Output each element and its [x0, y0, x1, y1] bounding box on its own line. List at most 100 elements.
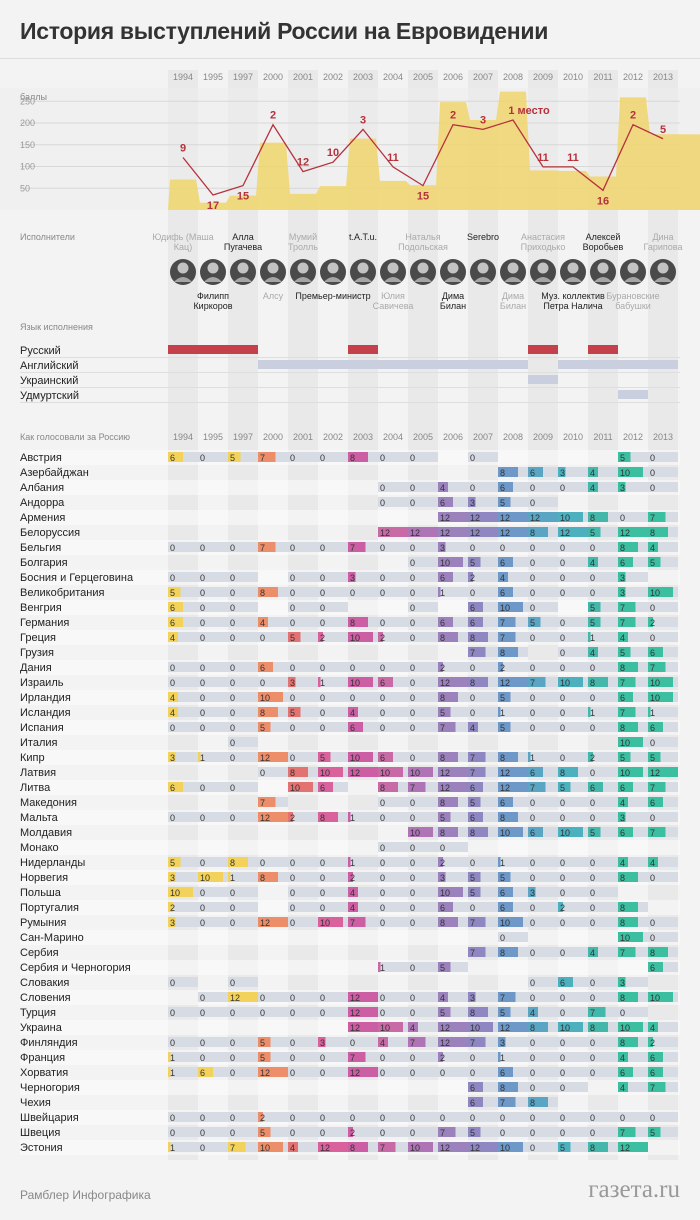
vote-bar	[618, 782, 633, 792]
vote-cell	[558, 707, 588, 717]
vote-value: 0	[650, 933, 655, 943]
vote-value: 1	[500, 858, 505, 868]
vote-cell	[498, 497, 528, 507]
vote-bar	[168, 902, 173, 912]
vote-bar	[498, 872, 511, 882]
vote-value: 0	[230, 603, 235, 613]
vote-value: 1	[380, 963, 385, 973]
vote-bar	[618, 1142, 648, 1152]
vote-cell	[528, 632, 558, 642]
vote-bar	[498, 647, 518, 657]
vote-value: 5	[260, 1038, 265, 1048]
vote-cell	[228, 602, 258, 612]
vote-cell	[378, 1007, 408, 1017]
vote-value: 0	[410, 678, 415, 688]
vote-value: 0	[200, 543, 205, 553]
vote-bar	[528, 827, 543, 837]
vote-value: 5	[470, 873, 475, 883]
vote-cell	[378, 587, 408, 597]
vote-value: 8	[440, 633, 445, 643]
vote-bar	[588, 947, 598, 957]
performer-photo	[440, 259, 466, 285]
vote-value: 8	[620, 993, 625, 1003]
vote-cell	[528, 692, 558, 702]
language-row-rule	[20, 387, 680, 388]
year-label-top: 2007	[473, 72, 493, 82]
vote-value: 0	[530, 633, 535, 643]
vote-value: 10	[650, 993, 660, 1003]
vote-value: 0	[170, 678, 175, 688]
vote-value: 0	[530, 573, 535, 583]
vote-cell	[588, 647, 618, 657]
vote-value: 12	[530, 513, 540, 523]
performer-photo	[650, 259, 676, 285]
vote-bar	[498, 797, 513, 807]
vote-bar	[438, 572, 453, 582]
vote-bar	[498, 467, 518, 477]
vote-cell	[588, 1127, 618, 1137]
vote-value: 0	[320, 1008, 325, 1018]
vote-value: 0	[410, 798, 415, 808]
vote-value: 0	[590, 918, 595, 928]
vote-cell	[498, 1037, 528, 1047]
vote-bar	[618, 527, 648, 537]
vote-value: 8	[500, 468, 505, 478]
vote-value: 0	[620, 1008, 625, 1018]
vote-cell	[198, 707, 228, 717]
vote-value: 10	[650, 693, 660, 703]
vote-value: 0	[410, 843, 415, 853]
vote-value: 4	[500, 573, 505, 583]
vote-value: 6	[620, 783, 625, 793]
vote-cell	[378, 632, 408, 642]
vote-value: 0	[530, 1113, 535, 1123]
vote-bar	[648, 1037, 653, 1047]
vote-cell	[198, 857, 228, 867]
vote-value: 5	[470, 888, 475, 898]
vote-cell	[168, 1142, 198, 1152]
vote-value: 0	[470, 663, 475, 673]
vote-cell	[288, 1067, 318, 1077]
vote-value: 0	[290, 573, 295, 583]
vote-bar	[348, 617, 368, 627]
vote-value: 0	[530, 603, 535, 613]
vote-bar	[468, 1037, 486, 1047]
vote-value: 0	[200, 663, 205, 673]
year-label-votes: 2009	[533, 432, 553, 442]
vote-value: 7	[230, 1143, 235, 1153]
vote-bar	[348, 752, 373, 762]
vote-value: 6	[440, 498, 445, 508]
vote-value: 10	[440, 558, 450, 568]
vote-value: 10	[380, 1023, 390, 1033]
vote-cell	[468, 902, 498, 912]
country-name: Израиль	[20, 677, 64, 689]
vote-value: 12	[620, 528, 630, 538]
vote-value: 0	[470, 903, 475, 913]
vote-value: 4	[620, 1053, 625, 1063]
vote-cell	[618, 1082, 648, 1092]
vote-value: 0	[200, 603, 205, 613]
vote-value: 8	[350, 453, 355, 463]
vote-value: 10	[350, 753, 360, 763]
vote-cell	[198, 662, 228, 672]
vote-value: 4	[590, 648, 595, 658]
vote-value: 0	[290, 753, 295, 763]
country-name: Норвегия	[20, 872, 68, 884]
vote-bar	[318, 1142, 348, 1152]
vote-cell	[618, 647, 648, 657]
vote-bar	[288, 632, 301, 642]
vote-cell	[618, 572, 648, 582]
vote-bar	[168, 587, 181, 597]
year-label-votes: 2004	[383, 432, 403, 442]
vote-value: 6	[590, 783, 595, 793]
vote-value: 0	[200, 723, 205, 733]
vote-value: 4	[620, 798, 625, 808]
vote-bar	[468, 1022, 493, 1032]
vote-cell	[408, 602, 438, 612]
vote-value: 0	[560, 558, 565, 568]
vote-value: 10	[410, 828, 420, 838]
place-line	[182, 119, 664, 196]
vote-cell	[558, 557, 588, 567]
vote-value: 7	[440, 723, 445, 733]
vote-value: 8	[470, 828, 475, 838]
performer-photo	[170, 259, 196, 285]
